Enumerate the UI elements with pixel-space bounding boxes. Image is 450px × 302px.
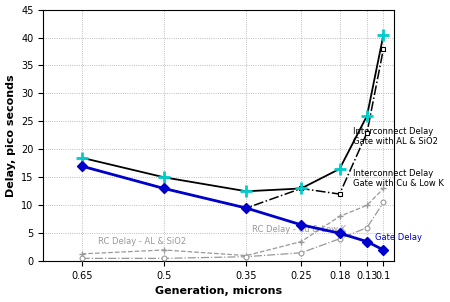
Text: RC Delay - AL & SiO2: RC Delay - AL & SiO2 (98, 236, 186, 246)
Text: Interconnect Delay
Gate with AL & SiO2: Interconnect Delay Gate with AL & SiO2 (353, 127, 438, 146)
X-axis label: Generation, microns: Generation, microns (155, 286, 283, 297)
Text: RC Delay - Cu & Low K: RC Delay - Cu & Low K (252, 225, 346, 234)
Text: Gate Delay: Gate Delay (375, 233, 422, 242)
Text: Interconnect Delay
Gate with Cu & Low K: Interconnect Delay Gate with Cu & Low K (353, 169, 444, 188)
Y-axis label: Delay, pico seconds: Delay, pico seconds (5, 74, 16, 197)
